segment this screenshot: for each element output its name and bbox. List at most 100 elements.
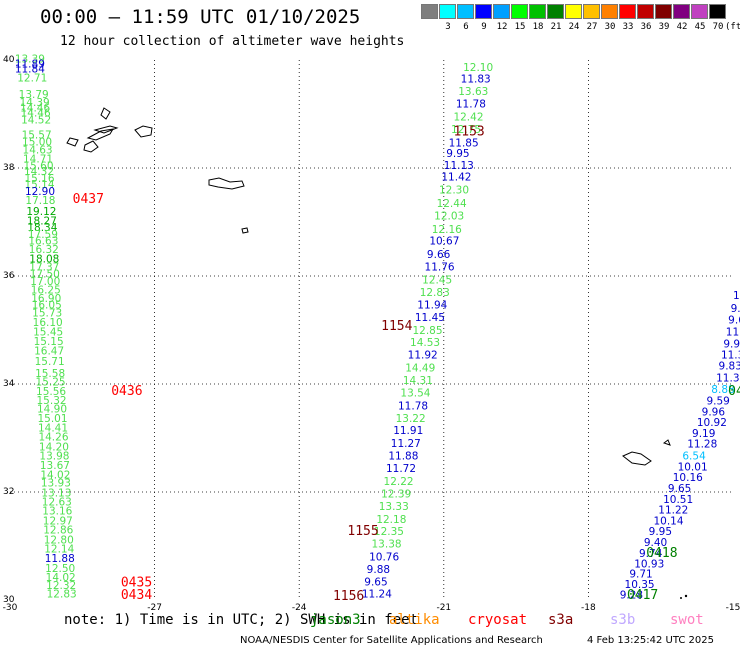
wave-height-value: 11.22	[658, 505, 688, 517]
wave-height-value: 11.89	[15, 59, 45, 71]
scale-unit: (ft)	[725, 22, 740, 32]
wave-height-value: 14.31	[403, 375, 433, 387]
wave-height-value: 9.28	[620, 589, 643, 601]
wave-height-value: 12.14	[44, 543, 74, 555]
wave-height-value: 12.90	[25, 186, 55, 198]
scale-swatch	[709, 4, 726, 19]
lat-tick-label: 38	[3, 163, 15, 173]
wave-height-value: 9.83	[719, 360, 740, 372]
scale-swatch	[529, 4, 546, 19]
scale-label: 27	[586, 22, 598, 32]
island-faial	[83, 140, 99, 153]
island-dot	[684, 594, 688, 598]
wave-height-value: 9.40	[644, 537, 667, 549]
track-1153-1156: 12.1011.8313.6311.7812.4212.7511.859.951…	[362, 62, 493, 600]
scale-swatch	[439, 4, 456, 19]
scale-swatch	[673, 4, 690, 19]
pass-time-label: 0437	[73, 192, 104, 207]
legend-altika: altika	[389, 612, 440, 628]
pass-time-label: 1154	[381, 319, 412, 334]
wave-height-value: 13.33	[379, 501, 409, 513]
wave-height-value: 12.16	[432, 224, 462, 236]
wave-height-value: 13.13	[41, 487, 71, 499]
wave-height-value: 12.39	[381, 488, 411, 500]
legend-swot: swot	[670, 612, 704, 628]
timestamp-text: 4 Feb 13:25:42 UTC 2025	[587, 635, 714, 646]
wave-height-value: 15.57	[22, 129, 52, 141]
wave-height-value: 14.71	[23, 154, 53, 166]
wave-height-value: 12.97	[43, 515, 73, 527]
island-santa-maria	[241, 227, 249, 234]
wave-height-value: 19.12	[26, 206, 56, 218]
wave-height-value: 9.19	[692, 428, 715, 440]
wave-height-value: 17.18	[25, 195, 55, 207]
wave-height-value: 13.93	[41, 478, 71, 490]
legend-jason3: jason3	[310, 612, 361, 628]
lon-tick-label: -27	[147, 603, 162, 613]
pass-time-label: 1153	[453, 125, 484, 140]
wave-height-value: 15.56	[36, 386, 66, 398]
wave-height-value: 9.95	[649, 526, 672, 538]
wave-height-value: 12.10	[463, 62, 493, 74]
lat-tick-label: 34	[3, 379, 15, 389]
wave-height-value: 15.73	[32, 308, 62, 320]
wave-height-value: 9.65	[728, 315, 740, 327]
wave-height-value: 14.46	[21, 108, 51, 120]
wave-height-value: 11.41	[726, 326, 740, 338]
wave-height-value: 9.65	[668, 483, 691, 495]
scale-swatch	[565, 4, 582, 19]
wave-height-value: 11.78	[398, 400, 428, 412]
scale-swatch	[457, 4, 474, 19]
wave-height-value: 17.37	[29, 262, 59, 274]
scale-label: 15	[514, 22, 526, 32]
wave-height-value: 12.44	[437, 198, 467, 210]
wave-height-value: 15.14	[24, 179, 54, 191]
island-pico	[86, 128, 114, 141]
map-title: 00:00 – 11:59 UTC 01/10/2025	[40, 6, 361, 28]
wave-height-value: 18.34	[27, 222, 57, 234]
wave-height-value: 9.65	[364, 576, 387, 588]
wave-height-value: 12.32	[46, 580, 76, 592]
wave-height-value: 12.63	[42, 497, 72, 509]
lon-tick-label: -18	[581, 603, 596, 613]
scale-label: 33	[622, 22, 634, 32]
wave-height-value: 16.63	[28, 236, 58, 248]
wave-height-value: 11.27	[391, 438, 421, 450]
wave-height-value: 6.54	[682, 451, 706, 463]
scale-swatch	[655, 4, 672, 19]
wave-height-value: 11.42	[441, 171, 471, 183]
lon-tick-label: -15	[725, 603, 740, 613]
scale-swatch	[601, 4, 618, 19]
wave-height-value: 10.93	[634, 559, 664, 571]
wave-height-value: 11.83	[461, 74, 491, 86]
lat-tick-label: 36	[3, 271, 15, 281]
scale-swatch	[619, 4, 636, 19]
wave-height-value: 13.79	[19, 89, 49, 101]
wave-height-value: 12.35	[374, 526, 404, 538]
wave-height-value: 14.53	[410, 337, 440, 349]
wave-height-value: 15.00	[22, 136, 52, 148]
legend-s3a: s3a	[548, 612, 574, 628]
wave-height-value: 9.88	[367, 564, 390, 576]
wave-height-value: 15.71	[35, 356, 65, 368]
scale-label: 9	[481, 22, 487, 32]
pass-time-label: 1156	[333, 589, 364, 604]
pass-time-label: 0436	[111, 384, 142, 399]
wave-height-value: 12.75	[451, 124, 481, 136]
scale-label: 18	[532, 22, 544, 32]
wave-height-value: 11.94	[417, 299, 447, 311]
wave-height-value: 14.90	[37, 404, 67, 416]
wave-height-value: 15.15	[34, 336, 64, 348]
island-madeira	[622, 451, 652, 466]
wave-height-value: 11.76	[425, 262, 455, 274]
wave-height-value: 14.02	[46, 572, 76, 584]
wave-height-value: 13.63	[458, 86, 488, 98]
wave-height-value: 14.63	[23, 144, 53, 156]
wave-height-value: 11.78	[456, 99, 486, 111]
wave-height-value: 11.72	[386, 463, 416, 475]
scale-label: 24	[568, 22, 580, 32]
wave-height-value: 12.18	[376, 514, 406, 526]
scale-swatch	[583, 4, 600, 19]
